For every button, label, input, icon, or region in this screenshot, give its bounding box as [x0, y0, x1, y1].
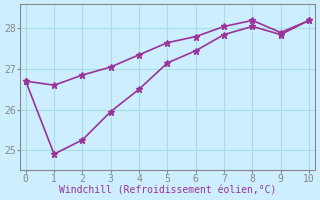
X-axis label: Windchill (Refroidissement éolien,°C): Windchill (Refroidissement éolien,°C)	[59, 186, 276, 196]
